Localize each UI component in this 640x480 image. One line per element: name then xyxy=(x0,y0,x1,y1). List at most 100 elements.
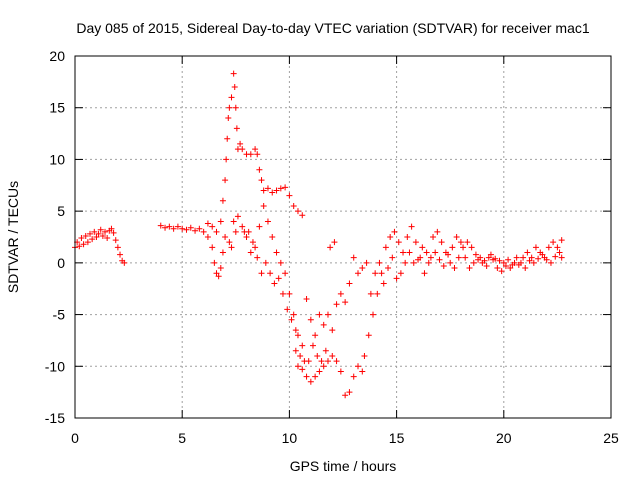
data-point xyxy=(445,251,452,258)
data-point xyxy=(290,202,297,209)
data-point xyxy=(222,234,229,240)
data-point xyxy=(256,223,263,230)
ticks xyxy=(74,55,612,419)
data-point xyxy=(273,249,280,256)
data-point xyxy=(262,259,269,266)
data-point xyxy=(217,218,224,225)
data-point xyxy=(370,311,377,318)
data-point xyxy=(264,218,271,225)
data-point xyxy=(294,208,301,215)
data-point xyxy=(552,253,559,260)
data-point xyxy=(333,358,340,365)
data-point xyxy=(423,249,430,256)
data-point xyxy=(320,321,327,328)
data-point xyxy=(223,156,230,163)
data-point xyxy=(222,177,229,184)
data-point xyxy=(314,352,321,359)
data-point xyxy=(520,254,527,261)
data-point xyxy=(470,259,477,266)
data-point xyxy=(434,228,441,235)
data-point xyxy=(365,332,372,339)
data-point xyxy=(247,249,254,256)
data-point xyxy=(284,306,291,313)
data-point xyxy=(269,189,276,196)
data-point xyxy=(421,270,428,277)
data-point xyxy=(121,259,128,266)
data-point xyxy=(299,342,306,349)
x-tick-label: 20 xyxy=(496,430,512,446)
data-point xyxy=(243,234,250,240)
data-point xyxy=(97,226,104,233)
data-point xyxy=(517,259,524,266)
data-point xyxy=(318,358,325,365)
data-point xyxy=(316,311,323,318)
data-point xyxy=(301,358,308,365)
data-point xyxy=(254,151,261,158)
data-point xyxy=(453,234,460,240)
data-point xyxy=(558,237,565,244)
data-point xyxy=(286,290,293,297)
data-point xyxy=(267,270,274,277)
data-point xyxy=(110,229,117,236)
data-point xyxy=(324,358,331,365)
data-point xyxy=(397,270,404,277)
data-point xyxy=(342,299,349,306)
data-point xyxy=(273,187,280,194)
data-point xyxy=(524,249,531,256)
data-point xyxy=(226,239,233,246)
data-point xyxy=(290,311,297,318)
data-point xyxy=(260,187,267,194)
data-point xyxy=(455,254,462,261)
data-point xyxy=(294,332,301,339)
data-point xyxy=(350,254,357,261)
data-point xyxy=(239,223,246,230)
data-point xyxy=(440,262,447,269)
data-point xyxy=(292,327,299,334)
data-point xyxy=(249,239,256,246)
data-point xyxy=(462,254,469,261)
data-point xyxy=(376,259,383,266)
data-point xyxy=(99,232,106,239)
data-point xyxy=(554,244,561,251)
data-point xyxy=(395,239,402,246)
tick-labels: 0 5 10 15 20 25 -15 -10 -5 0 5 10 15 20 xyxy=(45,48,619,446)
data-point xyxy=(179,225,186,232)
data-point xyxy=(108,225,115,232)
data-point xyxy=(93,234,100,240)
data-point xyxy=(271,280,278,287)
data-point xyxy=(346,389,353,396)
data-point xyxy=(346,280,353,287)
data-point xyxy=(209,223,216,230)
data-point xyxy=(247,151,254,158)
x-tick-label: 25 xyxy=(603,430,619,446)
data-point xyxy=(425,259,432,266)
data-point xyxy=(322,347,329,354)
data-point xyxy=(264,185,271,192)
data-point xyxy=(307,378,314,385)
data-point xyxy=(309,342,316,349)
data-point xyxy=(183,226,190,233)
x-tick-label: 15 xyxy=(389,430,405,446)
y-tick-label: 5 xyxy=(57,203,65,219)
data-point xyxy=(359,265,366,272)
data-point xyxy=(254,254,261,261)
data-point xyxy=(204,234,211,240)
data-point xyxy=(402,259,409,266)
data-point xyxy=(363,259,370,266)
data-point xyxy=(447,259,454,266)
data-point xyxy=(457,239,464,246)
data-point xyxy=(432,249,439,256)
data-point xyxy=(380,280,387,287)
data-point xyxy=(410,259,417,266)
data-point xyxy=(78,235,85,242)
data-point xyxy=(232,228,239,235)
data-point xyxy=(303,296,310,303)
data-point xyxy=(472,251,479,258)
data-point xyxy=(329,327,336,334)
data-point xyxy=(382,244,389,251)
y-tick-label: -10 xyxy=(45,358,65,374)
data-point xyxy=(279,290,286,297)
data-point xyxy=(408,223,415,230)
data-point xyxy=(558,254,565,261)
